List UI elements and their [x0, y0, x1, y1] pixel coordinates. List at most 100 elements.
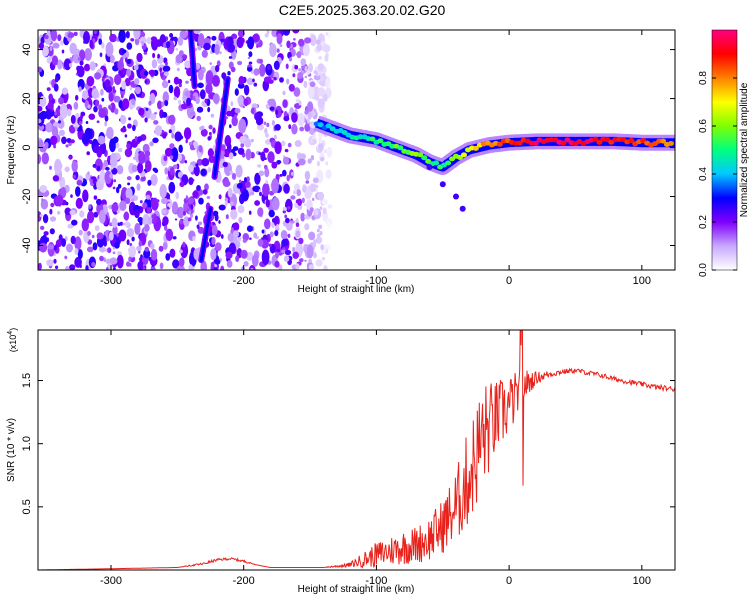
noise-speckle — [64, 166, 70, 173]
noise-speckle — [275, 251, 279, 259]
noise-speckle — [280, 140, 286, 147]
ridge-cell — [668, 141, 674, 146]
noise-speckle — [92, 163, 97, 168]
noise-speckle — [99, 141, 107, 155]
noise-speckle — [153, 120, 159, 125]
noise-speckle — [228, 242, 236, 254]
noise-speckle — [93, 106, 98, 113]
noise-speckle — [169, 33, 174, 38]
noise-speckle — [316, 228, 320, 233]
noise-speckle — [138, 107, 145, 116]
noise-speckle — [70, 235, 76, 245]
noise-speckle — [76, 179, 83, 186]
noise-speckle — [175, 191, 180, 200]
noise-speckle — [125, 187, 133, 200]
noise-speckle — [51, 126, 59, 138]
noise-speckle — [317, 98, 325, 109]
noise-speckle — [316, 233, 321, 239]
noise-speckle — [244, 177, 247, 183]
noise-speckle — [169, 155, 174, 160]
noise-speckle — [124, 197, 131, 204]
noise-speckle — [182, 241, 186, 248]
noise-speckle — [110, 102, 116, 113]
ridge-cell — [564, 137, 571, 143]
noise-speckle — [124, 77, 131, 87]
noise-speckle — [234, 240, 241, 249]
noise-speckle — [207, 136, 211, 141]
ridge-cell — [445, 160, 452, 166]
noise-speckle — [221, 234, 224, 239]
noise-speckle — [205, 83, 213, 95]
noise-speckle — [135, 174, 140, 181]
noise-speckle — [297, 72, 303, 79]
colorbar: 0.0 0.2 0.4 0.6 0.8 Normalized spectral ampl… — [698, 29, 750, 277]
noise-speckle — [49, 208, 53, 215]
noise-speckle — [136, 245, 142, 252]
noise-speckle — [118, 30, 126, 43]
noise-speckle — [81, 132, 90, 145]
snr-xlabel: Height of straight line (km) — [298, 584, 415, 595]
noise-speckle — [208, 155, 216, 164]
noise-speckle — [136, 183, 141, 191]
noise-speckle — [230, 101, 234, 107]
colorbar-tick-label: 0.8 — [698, 71, 709, 85]
noise-speckle — [130, 198, 135, 202]
noise-speckle — [163, 241, 168, 250]
noise-speckle — [89, 61, 96, 71]
noise-speckle — [228, 152, 234, 160]
noise-speckle — [190, 204, 194, 210]
noise-speckle — [230, 66, 236, 73]
noise-speckle — [89, 139, 93, 145]
noise-speckle — [311, 215, 315, 220]
noise-speckle — [207, 148, 214, 158]
snr-axes: -300 -200 -100 0 100 0.5 1.0 1.5 — [21, 330, 675, 587]
noise-speckle — [247, 36, 255, 50]
noise-speckle — [41, 152, 49, 165]
noise-speckle — [243, 98, 249, 107]
noise-speckle — [257, 207, 264, 217]
noise-speckle — [105, 166, 110, 171]
ridge-cell — [377, 138, 384, 144]
noise-speckle — [126, 58, 132, 65]
noise-speckle — [179, 249, 183, 254]
noise-speckle — [38, 211, 42, 222]
noise-speckle — [79, 210, 85, 218]
noise-speckle — [162, 91, 169, 104]
noise-speckle — [53, 245, 57, 251]
noise-speckle — [85, 265, 89, 270]
noise-speckle — [252, 78, 255, 83]
noise-speckle — [240, 249, 248, 259]
noise-speckle — [69, 264, 76, 270]
noise-speckle — [292, 30, 300, 34]
noise-speckle — [65, 265, 70, 270]
noise-speckle — [232, 146, 239, 152]
noise-speckle — [91, 234, 95, 239]
noise-speckle — [126, 123, 132, 129]
noise-speckle — [318, 137, 323, 144]
noise-speckle — [250, 107, 255, 115]
noise-speckle — [185, 138, 188, 144]
noise-speckle — [75, 94, 79, 101]
noise-speckle — [304, 170, 311, 181]
noise-speckle — [126, 176, 132, 181]
noise-speckle — [250, 267, 254, 270]
noise-speckle — [69, 63, 73, 68]
noise-speckle — [59, 103, 68, 119]
colorbar-label: Normalized spectral amplitude — [739, 82, 750, 217]
noise-speckle — [168, 129, 172, 134]
noise-speckle — [88, 113, 96, 120]
noise-speckle — [317, 63, 325, 71]
noise-speckle — [173, 86, 181, 99]
noise-speckle — [273, 76, 277, 81]
noise-speckle — [201, 49, 208, 58]
noise-speckle — [312, 197, 315, 201]
noise-speckle — [134, 86, 141, 95]
noise-speckle — [78, 86, 82, 92]
noise-speckle — [231, 116, 238, 127]
noise-speckle — [126, 227, 135, 238]
noise-speckle — [144, 246, 149, 252]
noise-speckle — [168, 181, 176, 194]
noise-speckle — [143, 51, 148, 55]
noise-speckle — [70, 139, 75, 144]
noise-speckle — [282, 206, 287, 211]
